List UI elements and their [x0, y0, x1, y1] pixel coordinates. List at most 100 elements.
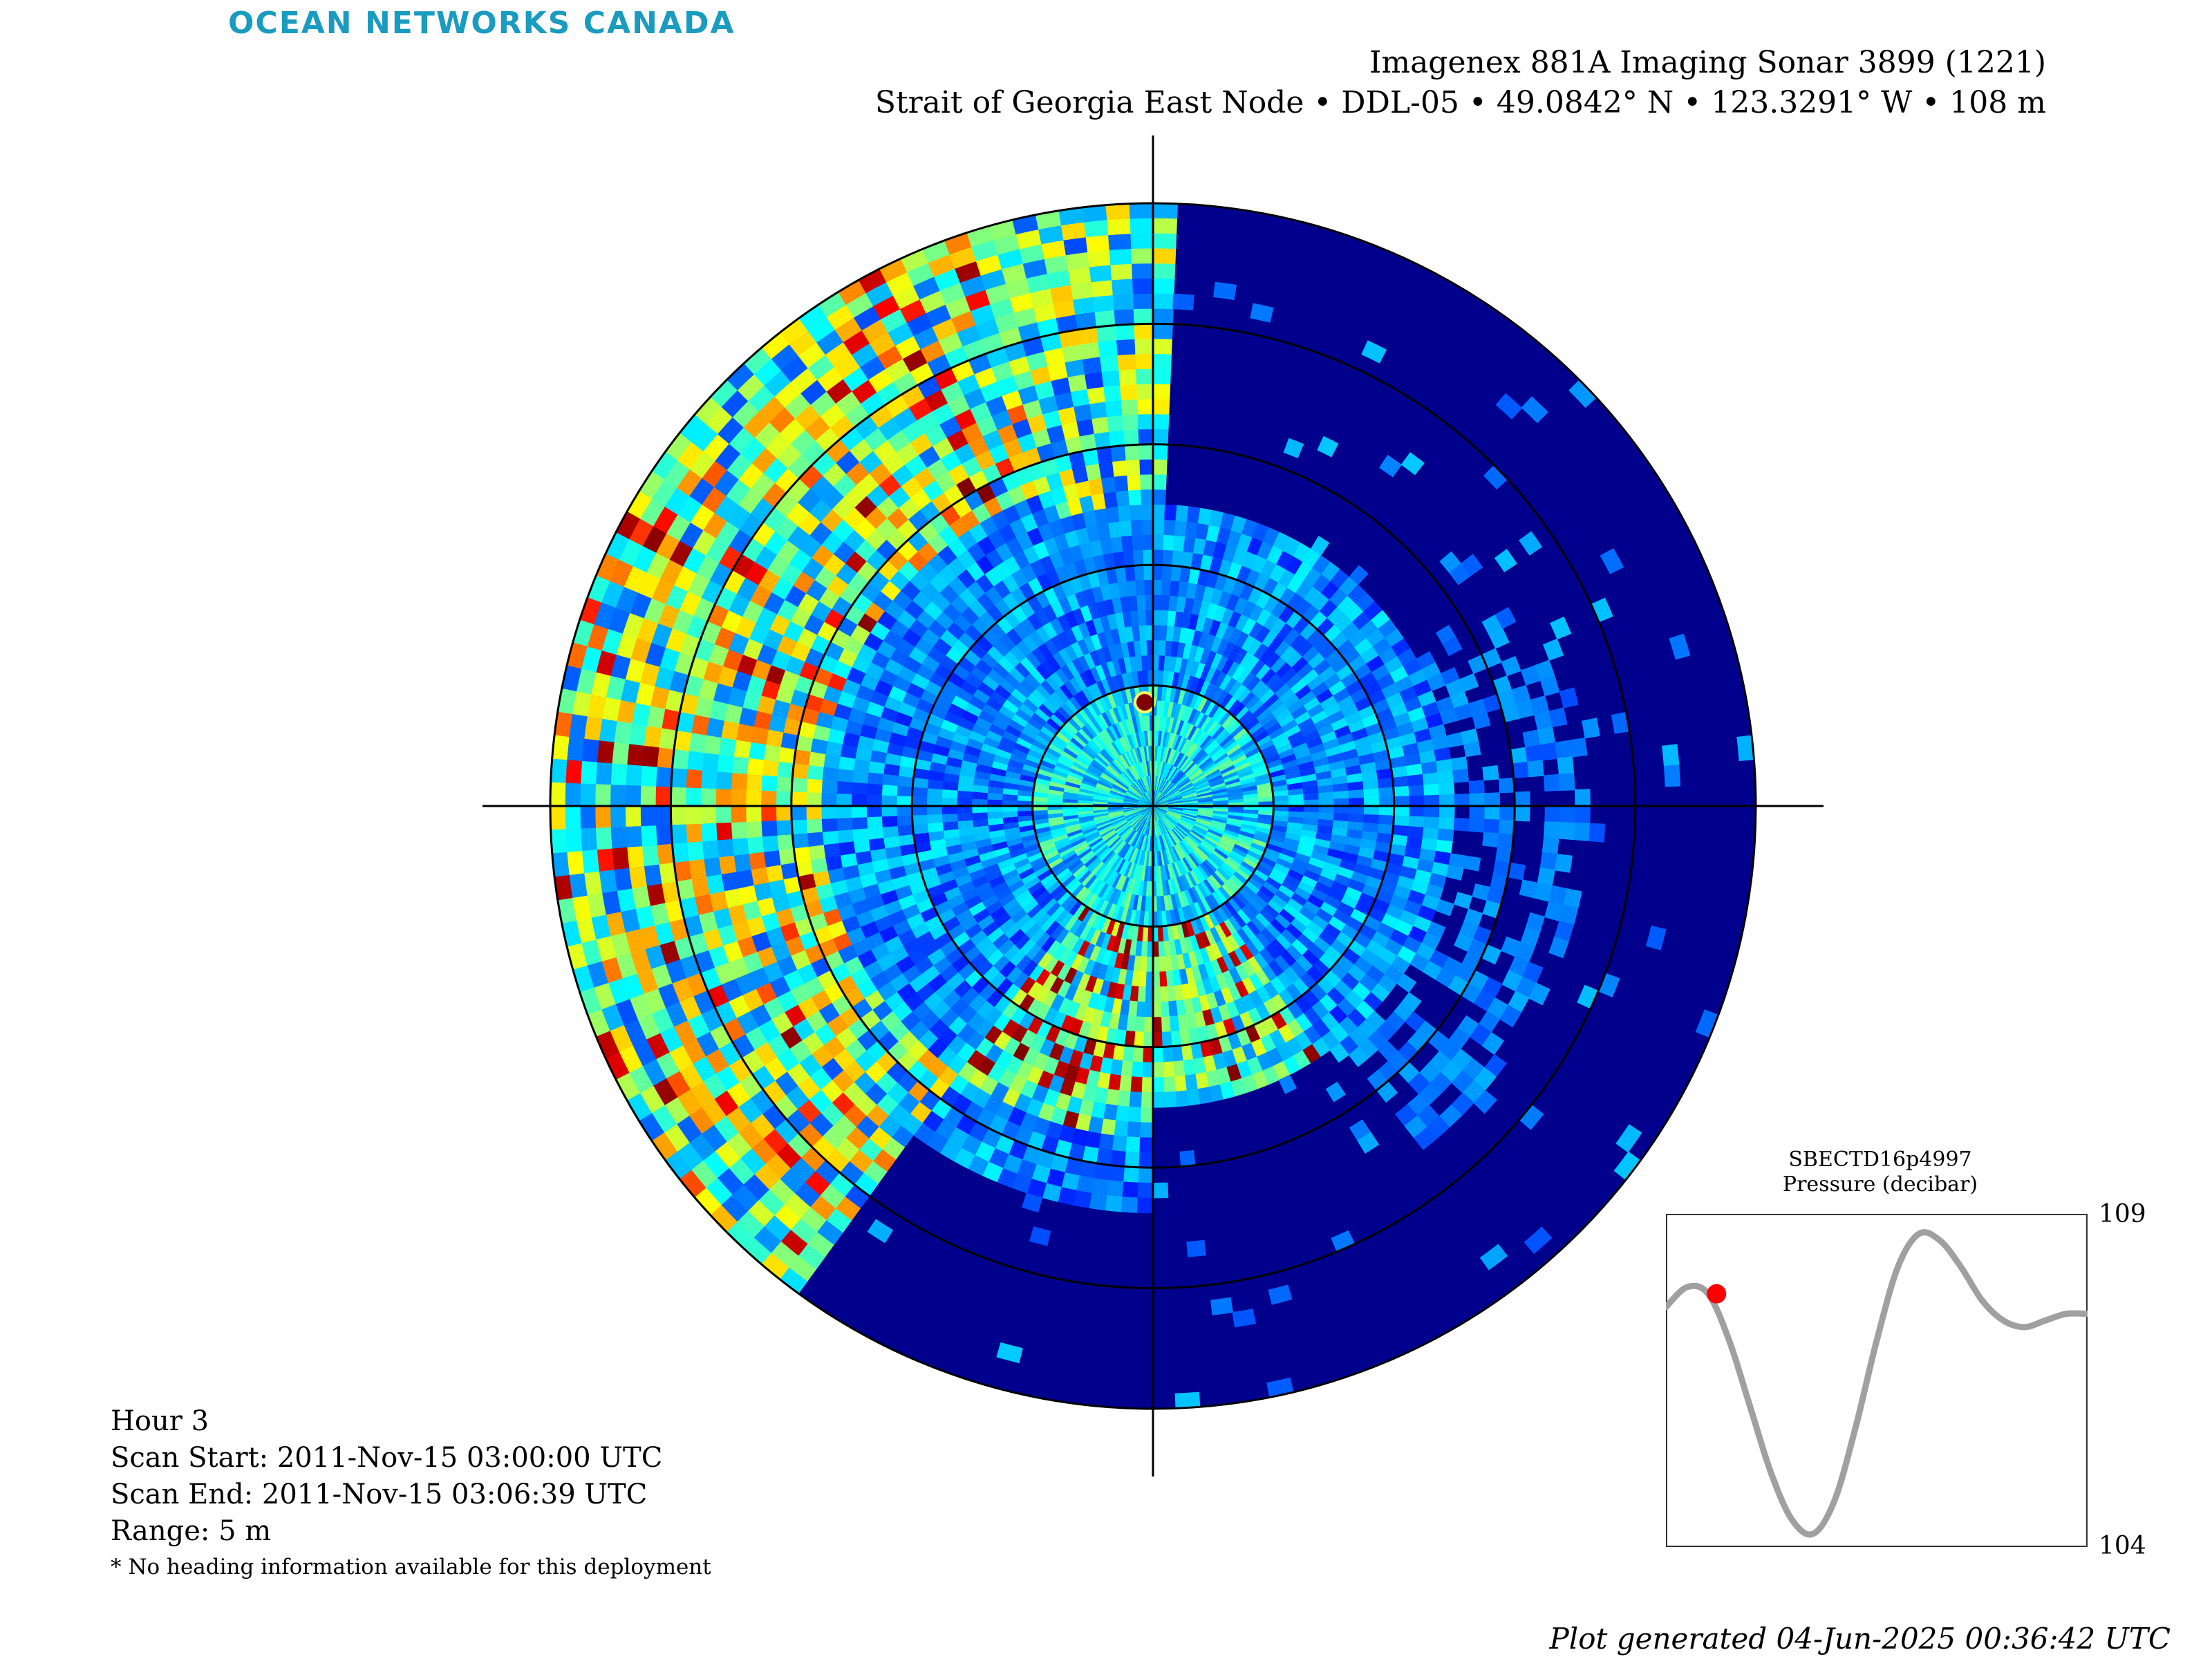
sonar-bin — [1174, 984, 1184, 1002]
sonar-bin — [978, 850, 995, 862]
sonar-bin — [1360, 762, 1377, 774]
sonar-bin — [1123, 845, 1133, 861]
sonar-bin — [1223, 576, 1237, 594]
sonar-bin — [1190, 660, 1200, 677]
sonar-bin — [1122, 610, 1132, 628]
sonar-bin — [1169, 580, 1181, 597]
sonar-bin — [1176, 596, 1187, 613]
sonar-bin — [1047, 362, 1069, 382]
sonar-bin — [1014, 662, 1031, 678]
sonar-bin — [1327, 987, 1345, 1006]
sonar-bin — [870, 971, 890, 991]
sonar-bin — [928, 923, 948, 940]
sonar-bin — [840, 852, 858, 868]
sonar-bin — [1011, 568, 1029, 588]
sonar-bin — [1278, 713, 1295, 728]
sonar-bin — [1204, 896, 1217, 912]
sonar-bin — [1392, 825, 1409, 837]
sonar-bin — [985, 729, 1003, 743]
sonar-bin — [1049, 993, 1065, 1012]
sonar-bin — [1109, 814, 1125, 821]
sonar-bin — [1086, 741, 1100, 755]
sonar-bin — [1121, 877, 1130, 892]
sonar-bin — [1196, 816, 1212, 823]
sonar-bin — [771, 649, 791, 671]
sonar-bin — [1108, 812, 1124, 817]
sonar-bin — [816, 1219, 843, 1246]
sonar-bin — [1038, 838, 1054, 848]
sonar-bin — [851, 816, 868, 830]
sonar-bin — [1164, 879, 1171, 896]
sonar-bin — [1179, 1029, 1191, 1047]
sonar-bin — [1130, 610, 1139, 627]
sonar-bin — [1376, 1020, 1397, 1042]
sonar-bin — [940, 719, 959, 733]
sonar-bin — [1181, 790, 1197, 797]
sonar-bin — [1404, 846, 1422, 860]
sonar-bin — [1270, 976, 1286, 995]
sonar-bin — [1252, 764, 1268, 774]
sonar-bin — [1096, 963, 1108, 981]
sonar-bin — [859, 872, 878, 888]
sonar-bin — [883, 629, 903, 649]
sonar-bin — [1118, 825, 1131, 837]
sonar-bin — [1247, 586, 1264, 605]
sonar-bin — [1468, 818, 1485, 833]
sonar-bin — [760, 1252, 789, 1280]
sonar-bin — [1069, 677, 1082, 693]
sonar-bin — [1064, 897, 1078, 913]
sonar-bin — [1235, 631, 1250, 648]
sonar-bin — [1166, 812, 1181, 821]
sonar-bin — [1036, 572, 1053, 592]
sonar-bin — [877, 381, 902, 405]
sonar-bin — [1224, 778, 1241, 786]
sonar-bin — [1065, 826, 1082, 834]
sonar-bin — [1353, 932, 1372, 949]
sonar-bin — [1210, 747, 1225, 760]
sonar-bin — [1162, 550, 1174, 566]
sonar-bin — [1088, 859, 1102, 873]
sonar-bin — [1314, 838, 1331, 849]
sonar-bin — [1246, 920, 1262, 937]
sonar-bin — [1377, 777, 1394, 789]
sonar-bin — [1201, 761, 1217, 773]
sonar-bin — [1212, 815, 1228, 821]
sonar-bin — [1555, 740, 1573, 759]
sonar-bin — [1137, 1167, 1153, 1183]
sonar-bin — [715, 520, 740, 547]
sonar-bin — [1078, 788, 1095, 794]
sonar-bin — [1228, 680, 1242, 697]
sonar-bin — [1212, 810, 1229, 816]
sonar-bin — [1005, 277, 1031, 299]
sonar-bin — [1345, 916, 1364, 933]
sonar-bin — [1284, 874, 1302, 888]
sonar-bin — [1258, 796, 1274, 803]
sonar-bin — [1484, 806, 1501, 821]
sonar-bin — [1131, 783, 1143, 796]
sonar-bin — [1256, 608, 1272, 627]
sonar-bin — [816, 328, 845, 355]
sonar-bin — [1548, 707, 1568, 728]
sonar-bin — [718, 665, 738, 688]
sonar-bin — [957, 717, 975, 731]
sonar-bin — [610, 805, 626, 827]
sonar-bin — [1055, 868, 1071, 881]
sonar-bin — [823, 908, 842, 926]
sonar-bin — [762, 759, 779, 777]
sonar-bin — [937, 564, 958, 585]
sonar-bin — [1183, 809, 1199, 814]
sonar-bin — [1385, 1011, 1406, 1032]
sonar-bin — [928, 619, 948, 639]
sonar-bin — [1145, 715, 1150, 731]
sonar-bin — [1348, 789, 1365, 799]
sonar-bin — [1236, 1060, 1253, 1079]
sonar-bin — [1091, 585, 1105, 603]
sonar-bin — [1265, 923, 1282, 939]
sonar-bin — [1172, 846, 1181, 861]
sonar-bin — [1038, 490, 1056, 509]
sonar-bin — [1092, 798, 1109, 803]
sonar-bin — [1112, 597, 1123, 614]
sonar-bin — [1157, 865, 1162, 882]
sonar-bin — [908, 397, 933, 421]
sonar-bin — [737, 653, 758, 676]
